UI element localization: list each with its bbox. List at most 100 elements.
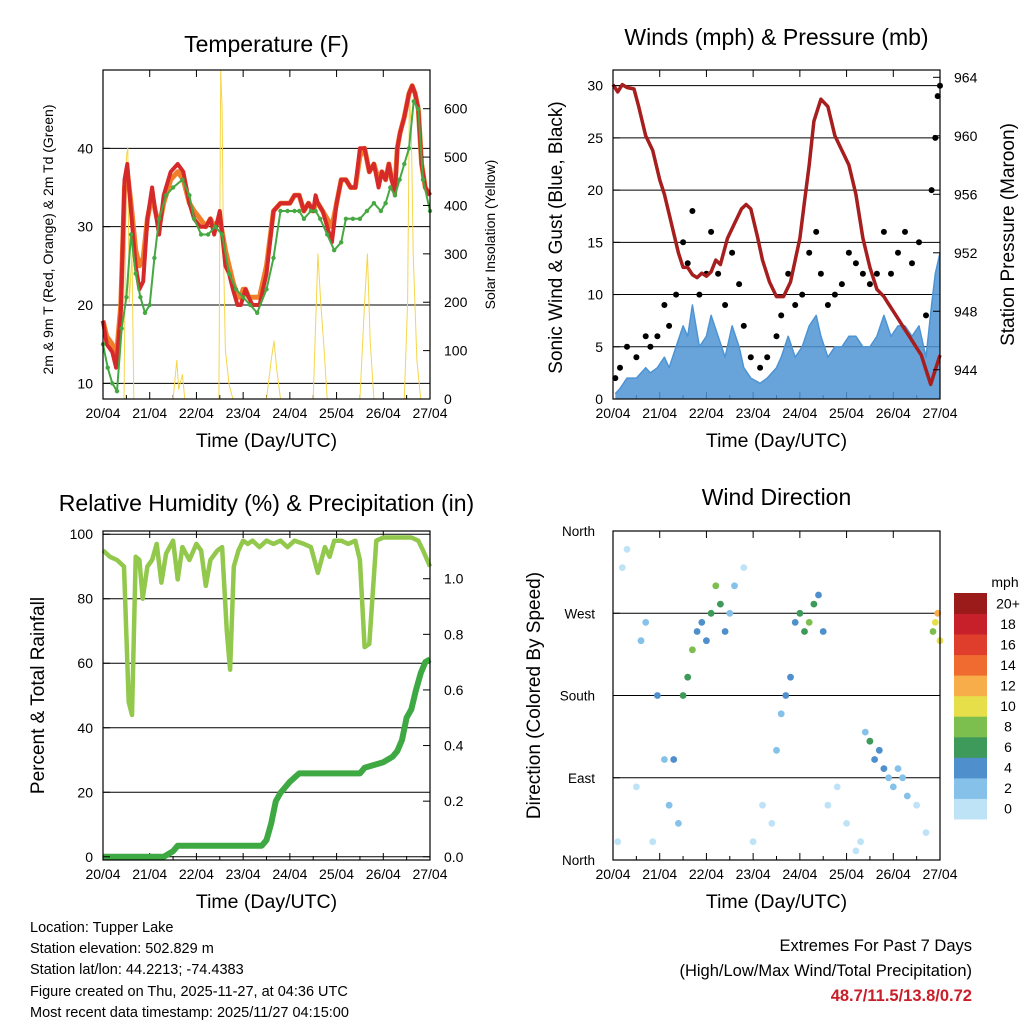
direction-point: [899, 774, 906, 782]
dewpoint-point: [411, 99, 416, 104]
direction-point: [670, 756, 678, 763]
y-axis-label: Sonic Wind & Gust (Blue, Black): [546, 101, 567, 373]
dewpoint-point: [308, 208, 314, 214]
dewpoint-point: [392, 193, 398, 198]
dewpoint-point: [325, 232, 330, 237]
gust-point: [902, 228, 908, 235]
gust-point: [661, 302, 668, 308]
dewpoint-point: [110, 381, 115, 386]
y2-tick-label: 0.8: [444, 626, 464, 642]
colorbar-swatch: [954, 593, 987, 614]
dewpoint-point: [271, 255, 276, 261]
dewpoint-point: [205, 232, 211, 237]
x-tick-label: 26/04: [876, 405, 911, 421]
x-tick-label: 26/04: [876, 866, 911, 882]
panel-title: Winds (mph) & Pressure (mb): [624, 24, 928, 50]
colorbar-label: 18: [1000, 616, 1016, 632]
direction-point: [749, 838, 757, 846]
gust-point: [817, 270, 824, 277]
direction-point: [717, 600, 724, 608]
dewpoint-point: [350, 216, 356, 221]
y2-tick-label: 960: [954, 128, 978, 144]
y2-axis-label: Solar Insolation (Yellow): [482, 160, 498, 310]
gust-point: [873, 270, 880, 277]
y2-tick-label: 956: [954, 186, 978, 202]
dewpoint-point: [357, 216, 363, 221]
direction-point: [824, 801, 832, 809]
dewpoint-point: [318, 216, 323, 221]
gust-point: [923, 312, 929, 319]
colorbar-label: 16: [1000, 636, 1016, 652]
extremes-values: 48.7/11.5/13.8/0.72: [830, 987, 972, 1005]
dewpoint-point: [163, 193, 169, 198]
gust-point: [852, 260, 859, 267]
extremes-box: Extremes For Past 7 Days (High/Low/Max W…: [679, 934, 972, 1009]
x-tick-label: 22/04: [179, 405, 214, 421]
dewpoint-point: [240, 295, 246, 300]
gust-point: [647, 343, 654, 350]
dewpoint-point: [219, 232, 225, 237]
dewpoint-point: [343, 216, 349, 221]
direction-point: [922, 829, 930, 836]
gust-point: [757, 364, 764, 371]
x-tick-label: 21/04: [642, 405, 677, 421]
gust-point: [934, 93, 941, 100]
colorbar-swatch: [954, 654, 987, 676]
gust-point: [778, 312, 785, 319]
direction-point: [623, 545, 631, 553]
y2-tick-label: 200: [444, 294, 468, 310]
y2-tick-label: 0: [444, 391, 452, 407]
y2-axis-label: Station Pressure (Maroon): [998, 123, 1019, 346]
gust-point: [824, 302, 831, 308]
solar-insolation-line: [103, 69, 430, 400]
colorbar-label: 0: [1004, 801, 1012, 817]
direction-point: [618, 564, 626, 571]
dewpoint-point: [156, 216, 162, 221]
plot-frame: [102, 530, 431, 861]
direction-point: [721, 628, 729, 635]
x-tick-label: 25/04: [829, 866, 864, 882]
y-tick-label: 40: [77, 720, 93, 736]
x-tick-label: 27/04: [922, 405, 957, 421]
gust-point: [722, 302, 729, 308]
colorbar-swatch: [954, 695, 987, 717]
y-tick-label: North: [562, 853, 595, 868]
y-tick-label: 10: [587, 287, 603, 303]
y-tick-label: 20: [587, 182, 603, 198]
gust-point: [747, 354, 754, 361]
colorbar-swatch: [954, 716, 987, 738]
direction-point: [777, 710, 785, 718]
x-tick-label: 27/04: [412, 866, 447, 882]
direction-point: [875, 746, 883, 754]
x-tick-label: 23/04: [226, 405, 261, 421]
direction-point: [934, 609, 942, 617]
direction-point: [679, 692, 687, 699]
y-tick-label: 0: [595, 391, 603, 407]
station-elevation: Station elevation: 502.829 m: [30, 941, 214, 958]
station-info: Location: Tupper Lake Station elevation:…: [30, 918, 349, 1024]
y-tick-label: East: [568, 771, 595, 786]
x-tick-label: 26/04: [366, 866, 401, 882]
y-tick-label: 5: [595, 339, 603, 355]
colorbar-swatch: [954, 736, 987, 758]
y-tick-label: 0: [85, 849, 93, 865]
direction-point: [614, 838, 622, 846]
direction-point: [654, 692, 661, 699]
dewpoint-point: [339, 240, 344, 245]
gust-point: [785, 270, 792, 277]
x-tick-label: 21/04: [132, 866, 167, 882]
direction-point: [787, 673, 794, 681]
dewpoint-point: [248, 302, 253, 308]
y2-tick-label: 952: [954, 245, 978, 261]
temperature-2m-line: [101, 83, 432, 370]
extremes-subtitle: (High/Low/Max Wind/Total Precipitation): [679, 962, 972, 980]
x-tick-label: 26/04: [366, 405, 401, 421]
dewpoint-point: [297, 208, 302, 214]
direction-point: [889, 783, 897, 791]
colorbar-swatch: [954, 757, 987, 779]
y2-tick-label: 500: [444, 149, 468, 165]
gust-point: [617, 364, 623, 371]
direction-point: [693, 628, 701, 635]
x-tick-label: 25/04: [319, 405, 354, 421]
y2-tick-label: 944: [954, 362, 978, 378]
